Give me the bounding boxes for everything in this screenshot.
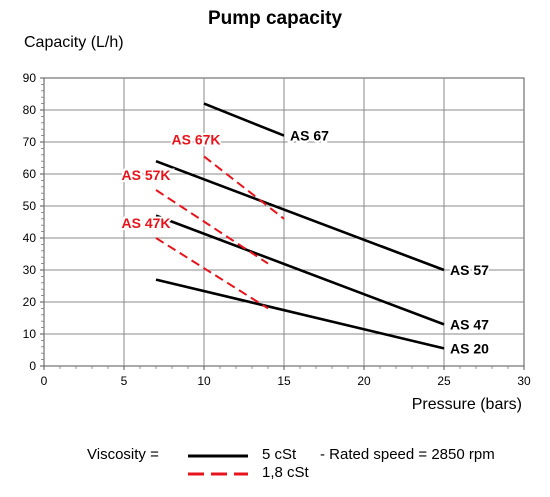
y-tick-label: 70 [23,135,37,149]
y-tick-label: 80 [23,103,37,117]
series-label-as-20: AS 20 [450,340,489,356]
series-labels: AS 67 AS 57 AS 47 AS 20 AS 67K AS 57K AS 47K [119,126,491,359]
y-axis-label: Capacity (L/h) [24,34,124,51]
x-tick-label: 5 [121,374,128,388]
x-tick-label: 20 [357,374,371,388]
y-tick-label: 90 [23,71,37,85]
y-tick-label: 30 [23,263,37,277]
y-tick-label: 0 [29,359,36,373]
chart-title: Pump capacity [207,8,343,29]
y-tick-label: 10 [23,327,37,341]
series-layer [155,102,445,350]
x-axis-label: Pressure (bars) [411,396,522,413]
y-tick-label: 40 [23,231,37,245]
series-line-as-20 [155,278,445,350]
series-line-as-67 [203,102,285,137]
y-tick-label: 50 [23,199,37,213]
x-tick-label: 30 [517,374,531,388]
series-line-as-47 [155,214,445,326]
series-line-as-57 [155,159,445,272]
series-line-as-47k [155,237,269,310]
y-tick-label: 20 [23,295,37,309]
series-label-as-67k: AS 67K [171,131,220,147]
x-tick-label: 15 [277,374,291,388]
x-tick-label: 25 [437,374,451,388]
series-line-as-57k [155,189,269,265]
tick-labels: 0 10 20 30 40 50 60 70 80 90 0 5 10 15 20 25 30 [23,71,531,388]
series-label-as-67: AS 67 [290,128,329,144]
series-label-as-47k: AS 47K [121,215,170,231]
series-label-as-47: AS 47 [450,316,489,332]
series-label-as-57k: AS 57K [121,167,170,183]
series-label-as-57: AS 57 [450,262,489,278]
grid-layer [40,77,525,370]
x-tick-label: 0 [41,374,48,388]
x-tick-label: 10 [197,374,211,388]
y-tick-label: 60 [23,167,37,181]
series-line-as-67k [203,155,285,220]
